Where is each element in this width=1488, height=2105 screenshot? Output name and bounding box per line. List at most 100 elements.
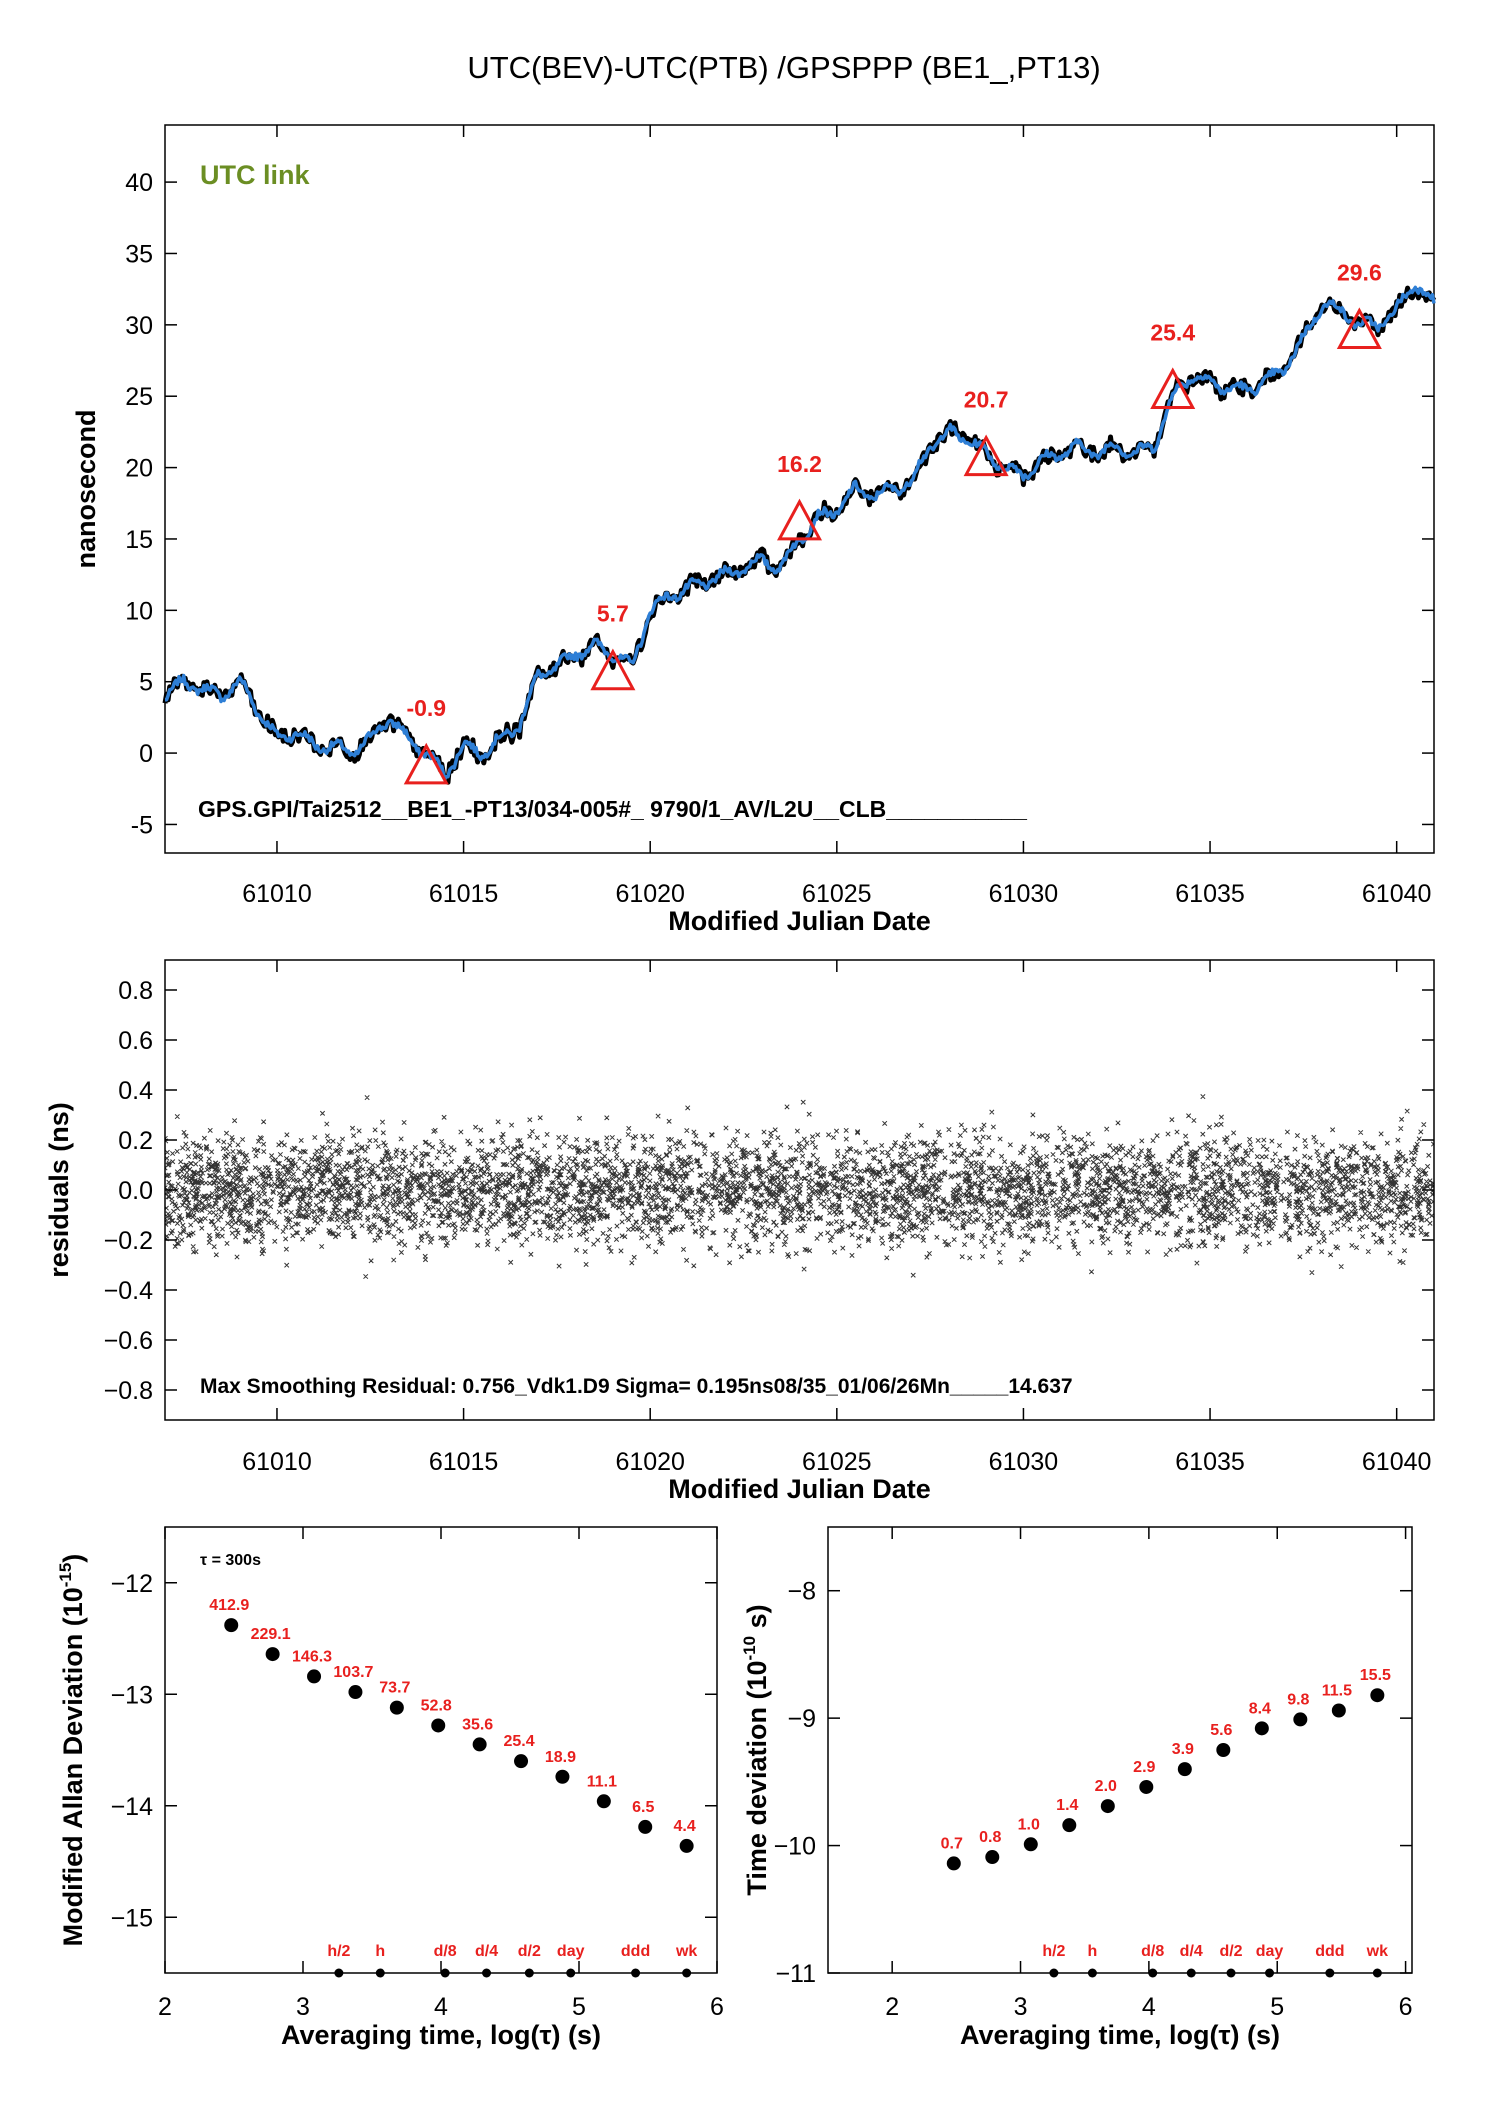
data-point (596, 1794, 611, 1809)
point-label: 73.7 (379, 1680, 410, 1697)
time-marker-label: d/2 (1219, 1943, 1242, 1960)
marker-label: 16.2 (777, 451, 822, 477)
point-label: 6.5 (632, 1799, 654, 1816)
y-axis-label-end: ) (58, 1554, 88, 1563)
x-tick-label: 61020 (615, 1448, 685, 1476)
y-tick-label: 40 (125, 169, 153, 197)
x-tick-label: 3 (1014, 1993, 1028, 2021)
x-tick-label: 61015 (429, 880, 499, 908)
point-label: 3.9 (1172, 1741, 1194, 1758)
point-label: 25.4 (503, 1733, 534, 1750)
y-tick-label: −8 (787, 1578, 816, 1606)
point-label: 412.9 (209, 1597, 249, 1614)
utc-link-chart: 61010 61015 61020 61025 61030 61035 61040 -5 0 5 1… (71, 124, 1437, 936)
data-point (1062, 1818, 1077, 1833)
time-marker-dot (1148, 1968, 1158, 1978)
time-marker-label: h/2 (1042, 1943, 1065, 1960)
marker-label: -0.9 (406, 695, 446, 721)
y-tick-label: 0.4 (118, 1077, 153, 1105)
data-point (1177, 1762, 1192, 1777)
time-marker-dot (440, 1968, 450, 1978)
triangle-marker (590, 648, 636, 691)
y-tick-label: 0.0 (118, 1177, 153, 1205)
y-axis-label: nanosecond (71, 409, 101, 568)
x-tick-label: 6 (1399, 1993, 1413, 2021)
point-label: 18.9 (545, 1749, 576, 1766)
y-tick-label: −0.4 (104, 1277, 153, 1305)
time-marker-label: d/8 (434, 1943, 457, 1960)
point-label: 2.9 (1133, 1759, 1155, 1776)
time-marker-label: ddd (621, 1943, 650, 1960)
time-marker-dot (1087, 1968, 1097, 1978)
y-tick-label: −13 (111, 1681, 153, 1709)
y-tick-label: −10 (774, 1833, 816, 1861)
x-tick-label: 61025 (802, 880, 872, 908)
x-axis-label: Averaging time, log(τ) (s) (960, 2020, 1280, 2050)
y-tick-label: 10 (125, 597, 153, 625)
y-tick-label: −0.6 (104, 1327, 153, 1355)
point-label: 5.6 (1210, 1722, 1232, 1739)
x-tick-label: 61035 (1175, 880, 1245, 908)
y-axis-label-end: s) (742, 1604, 772, 1636)
time-marker-label: ddd (1315, 1943, 1344, 1960)
triangle-marker (1336, 307, 1382, 350)
x-tick-label: 5 (572, 1993, 586, 2021)
data-point (472, 1737, 487, 1752)
triangle-marker (776, 498, 823, 541)
y-tick-label: −15 (111, 1904, 153, 1932)
y-tick-label: −0.2 (104, 1227, 153, 1255)
annotation: GPS.GPI/Tai2512__BE1_-PT13/034-005#_ 979… (198, 796, 1027, 822)
x-axis-label: Averaging time, log(τ) (s) (281, 2020, 601, 2050)
x-tick-label: 61020 (615, 880, 685, 908)
data-point (348, 1685, 363, 1700)
data-point (265, 1647, 280, 1662)
marker-label: 5.7 (597, 601, 629, 627)
time-marker-dot (1372, 1968, 1382, 1978)
x-tick-label: 61030 (989, 1448, 1059, 1476)
raw-data-line (162, 285, 1437, 785)
plot-frame (164, 1526, 718, 1974)
x-tick-label: 5 (1270, 1993, 1284, 2021)
time-marker-label: h (375, 1943, 385, 1960)
point-label: 11.1 (587, 1773, 617, 1790)
marker-label: 25.4 (1150, 320, 1195, 346)
tau-note: τ = 300s (200, 1552, 261, 1569)
x-tick-label: 4 (1142, 1993, 1156, 2021)
x-tick-label: 3 (296, 1993, 310, 2021)
marker-label: 20.7 (964, 387, 1009, 413)
point-label: 0.7 (941, 1835, 963, 1852)
y-tick-label: 30 (125, 312, 153, 340)
time-marker-dot (1049, 1968, 1059, 1978)
y-tick-label: 0.8 (118, 977, 153, 1005)
data-point (555, 1769, 570, 1784)
data-point (389, 1700, 404, 1715)
time-marker-dot (566, 1968, 576, 1978)
time-marker-dot (1186, 1968, 1196, 1978)
time-marker-dot (1226, 1968, 1236, 1978)
time-marker-label: day (557, 1943, 585, 1960)
legend-text: UTC link (200, 160, 310, 190)
x-tick-label: 2 (158, 1993, 172, 2021)
x-tick-label: 61015 (429, 1448, 499, 1476)
marker-label: 29.6 (1337, 260, 1382, 286)
time-marker-label: day (1256, 1943, 1284, 1960)
y-tick-label: −9 (787, 1705, 816, 1733)
x-tick-label: 61040 (1362, 880, 1432, 908)
point-label: 8.4 (1249, 1700, 1271, 1717)
y-tick-label: 0.6 (118, 1027, 153, 1055)
x-tick-label: 61030 (989, 880, 1059, 908)
triangle-marker (963, 434, 1009, 477)
x-axis-label: Modified Julian Date (668, 906, 931, 936)
y-tick-label: 35 (125, 240, 153, 268)
time-marker-label: h/2 (327, 1943, 350, 1960)
y-tick-label: −14 (111, 1793, 154, 1821)
y-tick-label: 25 (125, 383, 153, 411)
x-tick-label: 61040 (1362, 1448, 1432, 1476)
time-marker-label: h (1088, 1943, 1098, 1960)
y-tick-label: 0.2 (118, 1127, 153, 1155)
y-tick-label: -5 (131, 811, 153, 839)
x-tick-label: 61035 (1175, 1448, 1245, 1476)
point-label: 4.4 (674, 1818, 696, 1835)
time-marker-label: wk (1366, 1943, 1388, 1960)
data-point (1023, 1837, 1038, 1852)
